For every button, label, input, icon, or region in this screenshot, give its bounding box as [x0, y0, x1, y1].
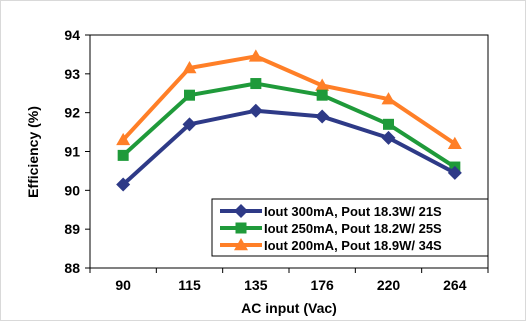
data-point — [116, 177, 131, 192]
data-point — [117, 149, 129, 161]
series-line — [121, 54, 456, 146]
data-point — [447, 136, 462, 149]
data-point — [248, 49, 263, 62]
y-axis-title: Efficiency (%) — [25, 106, 41, 198]
x-axis-ticks: 90 115 135 176 220 264 — [89, 268, 489, 293]
y-tick-label: 89 — [64, 221, 80, 237]
data-point — [248, 103, 263, 118]
x-tick-label: 135 — [244, 277, 268, 293]
series-line — [121, 81, 456, 169]
data-point — [315, 78, 330, 91]
x-tick-label: 264 — [443, 277, 467, 293]
y-tick-label: 88 — [64, 260, 80, 276]
y-tick-label: 92 — [64, 105, 80, 121]
data-point — [381, 92, 396, 105]
data-point — [184, 89, 195, 101]
legend-label: Iout 200mA, Pout 18.9W/ 34S — [264, 238, 442, 253]
data-point — [383, 118, 394, 130]
legend-marker — [235, 222, 247, 234]
data-point — [447, 165, 462, 180]
data-point — [315, 109, 330, 124]
data-point — [381, 130, 396, 145]
series-1 — [116, 103, 462, 192]
y-tick-label: 94 — [64, 27, 80, 43]
data-point — [182, 61, 197, 74]
legend: Iout 300mA, Pout 18.3W/ 21S Iout 250mA, P… — [211, 198, 489, 257]
x-tick-label: 90 — [115, 277, 131, 293]
y-tick-label: 90 — [64, 182, 80, 198]
legend-label: Iout 250mA, Pout 18.2W/ 25S — [264, 221, 442, 236]
data-point — [182, 117, 197, 132]
series-3 — [116, 49, 462, 149]
legend-label: Iout 300mA, Pout 18.3W/ 21S — [264, 204, 442, 219]
legend-marker — [234, 238, 248, 251]
series-layer — [116, 49, 462, 192]
x-tick-label: 176 — [310, 277, 334, 293]
series-line — [121, 108, 456, 186]
x-tick-label: 220 — [377, 277, 401, 293]
y-axis-ticks: 88 89 90 91 92 93 94 — [64, 27, 90, 276]
x-tick-label: 115 — [178, 277, 201, 293]
x-axis-title: AC input (Vac) — [241, 300, 337, 316]
y-tick-label: 91 — [64, 144, 80, 160]
data-point — [116, 132, 131, 146]
data-point — [250, 78, 262, 90]
legend-marker — [234, 204, 248, 218]
data-point — [316, 89, 328, 101]
y-tick-label: 93 — [64, 66, 80, 82]
